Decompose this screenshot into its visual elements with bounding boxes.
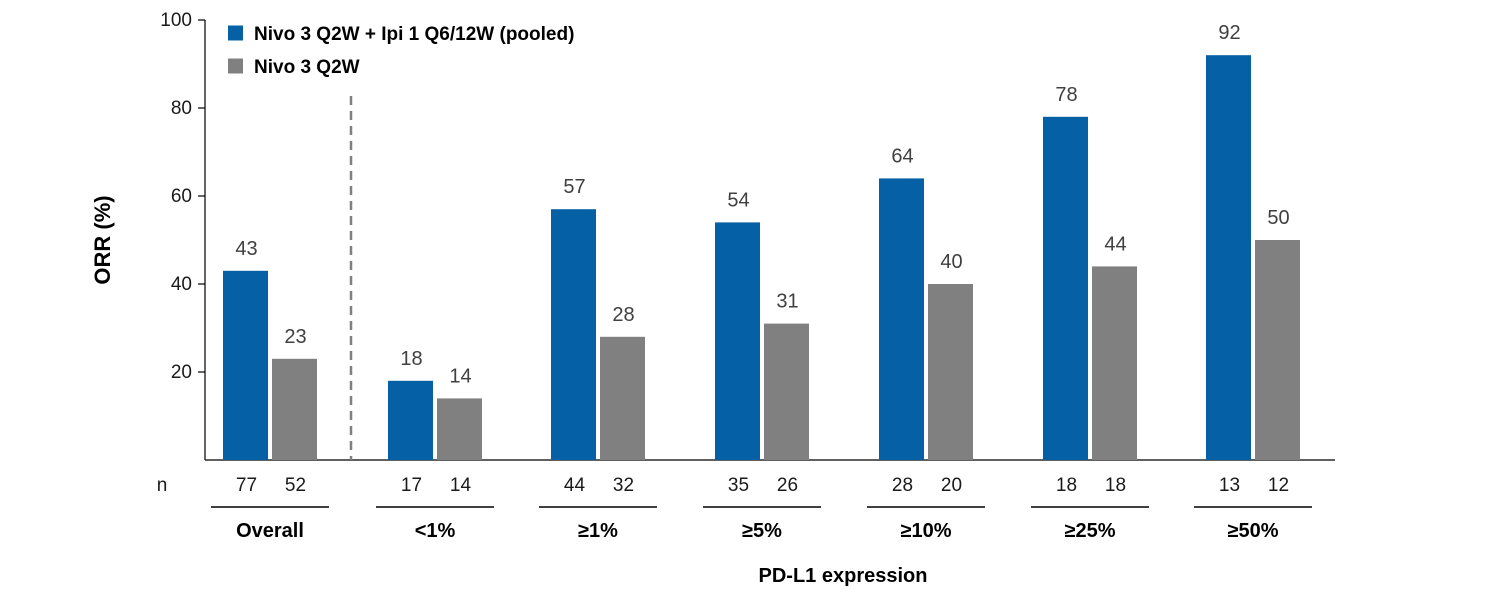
y-tick-label-40: 40	[171, 274, 192, 295]
n-value-overall-series-2: 52	[285, 475, 306, 496]
bar-ge-50pct-series-2	[1255, 240, 1300, 460]
n-value-ge-50pct-series-2: 12	[1268, 475, 1289, 496]
bar-ge-25pct-series-1	[1043, 116, 1088, 461]
y-tick-label-60: 60	[171, 186, 192, 207]
x-axis-label: PD-L1 expression	[759, 565, 928, 587]
bar-ge-5pct-series-2	[764, 323, 809, 460]
n-value-lt-1pct-series-1: 17	[401, 475, 422, 496]
bar-ge-5pct-series-1	[715, 222, 760, 460]
n-value-ge-5pct-series-2: 26	[777, 475, 798, 496]
bar-overall-series-1	[223, 270, 268, 460]
n-value-lt-1pct-series-2: 14	[450, 475, 472, 496]
bar-ge-50pct-series-1	[1206, 55, 1251, 460]
data-label-ge-10pct-series-1: 64	[891, 145, 913, 167]
n-value-ge-10pct-series-1: 28	[892, 475, 913, 496]
data-label-ge-25pct-series-1: 78	[1055, 84, 1077, 106]
legend-swatch-series-2	[228, 58, 243, 74]
data-label-overall-series-2: 23	[284, 326, 306, 348]
bar-ge-25pct-series-2	[1092, 266, 1137, 460]
legend-label-series-1: Nivo 3 Q2W + Ipi 1 Q6/12W (pooled)	[254, 24, 574, 45]
legend-label-series-2: Nivo 3 Q2W	[254, 57, 360, 78]
legend-swatch-series-1	[228, 25, 243, 41]
data-label-ge-5pct-series-1: 54	[727, 189, 749, 211]
data-label-ge-25pct-series-2: 44	[1104, 233, 1126, 255]
group-label-overall: Overall	[236, 520, 304, 542]
data-label-lt-1pct-series-2: 14	[449, 365, 471, 387]
bar-ge-1pct-series-2	[600, 336, 645, 460]
n-row-label: n	[157, 475, 168, 496]
bar-ge-10pct-series-1	[879, 178, 924, 460]
y-tick-label-80: 80	[171, 98, 192, 119]
data-label-lt-1pct-series-1: 18	[400, 348, 422, 370]
y-tick-label-20: 20	[171, 362, 192, 383]
bar-lt-1pct-series-2	[437, 398, 482, 460]
y-axis-label: ORR (%)	[90, 195, 115, 284]
n-value-ge-50pct-series-1: 13	[1219, 475, 1240, 496]
group-label-ge-5pct: ≥5%	[742, 520, 782, 542]
data-label-ge-10pct-series-2: 40	[940, 251, 962, 273]
data-label-ge-1pct-series-1: 57	[563, 176, 585, 198]
n-value-ge-5pct-series-1: 35	[728, 475, 749, 496]
group-label-lt-1pct: <1%	[415, 520, 456, 542]
bar-ge-10pct-series-2	[928, 284, 973, 460]
y-tick-label-100: 100	[160, 10, 192, 31]
group-label-ge-25pct: ≥25%	[1064, 520, 1115, 542]
n-value-ge-25pct-series-2: 18	[1105, 475, 1126, 496]
group-label-ge-1pct: ≥1%	[578, 520, 618, 542]
n-value-ge-1pct-series-2: 32	[613, 475, 634, 496]
n-value-ge-25pct-series-1: 18	[1056, 475, 1077, 496]
bar-lt-1pct-series-1	[388, 380, 433, 460]
n-value-ge-10pct-series-2: 20	[941, 475, 962, 496]
n-value-ge-1pct-series-1: 44	[564, 475, 586, 496]
group-label-ge-10pct: ≥10%	[900, 520, 951, 542]
data-label-ge-50pct-series-1: 92	[1218, 22, 1240, 44]
data-label-ge-50pct-series-2: 50	[1267, 207, 1289, 229]
data-label-ge-5pct-series-2: 31	[776, 291, 798, 313]
bar-ge-1pct-series-1	[551, 209, 596, 460]
data-label-ge-1pct-series-2: 28	[612, 304, 634, 326]
group-label-ge-50pct: ≥50%	[1227, 520, 1278, 542]
data-label-overall-series-1: 43	[235, 238, 257, 260]
bar-overall-series-2	[272, 358, 317, 460]
n-value-overall-series-1: 77	[236, 475, 257, 496]
